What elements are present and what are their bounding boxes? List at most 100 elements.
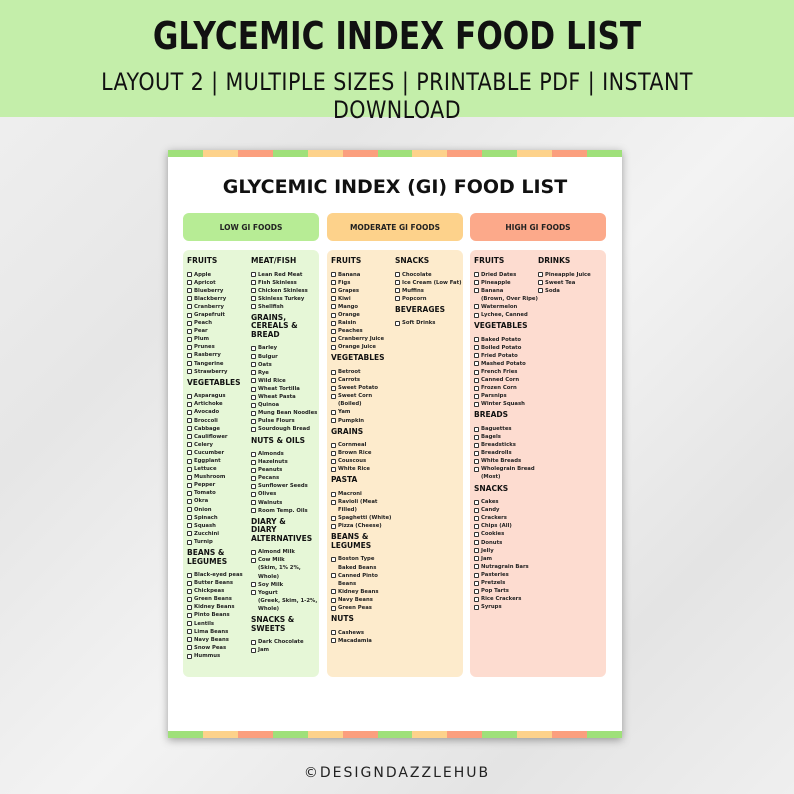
checkbox-icon[interactable] [474, 507, 479, 513]
checkbox-icon[interactable] [474, 377, 479, 383]
food-item[interactable]: Broccoli [187, 417, 251, 425]
food-item[interactable]: Lean Red Meat [251, 271, 319, 279]
checkbox-icon[interactable] [331, 320, 336, 326]
food-item[interactable]: Wheat Pasta [251, 393, 319, 401]
checkbox-icon[interactable] [251, 296, 256, 302]
food-item[interactable]: Jelly [474, 547, 538, 555]
food-item[interactable]: Kiwi [331, 295, 395, 303]
food-item[interactable]: Quinoa [251, 401, 319, 409]
food-item[interactable]: Peach [187, 319, 251, 327]
checkbox-icon[interactable] [251, 288, 256, 294]
food-item[interactable]: Mushroom [187, 473, 251, 481]
checkbox-icon[interactable] [187, 653, 192, 659]
checkbox-icon[interactable] [474, 369, 479, 375]
food-item[interactable]: Wholegrain Bread (Most) [474, 465, 538, 481]
food-item[interactable]: Chips (All) [474, 522, 538, 530]
food-item[interactable]: Turnip [187, 538, 251, 546]
checkbox-icon[interactable] [474, 556, 479, 562]
food-item[interactable]: Soy Milk [251, 581, 319, 589]
checkbox-icon[interactable] [395, 288, 400, 294]
checkbox-icon[interactable] [331, 597, 336, 603]
checkbox-icon[interactable] [187, 596, 192, 602]
checkbox-icon[interactable] [331, 410, 336, 415]
food-item[interactable]: Donuts [474, 539, 538, 547]
food-item[interactable]: Rice Crackers [474, 595, 538, 603]
food-item[interactable]: Hummus [187, 652, 251, 660]
checkbox-icon[interactable] [187, 539, 192, 545]
checkbox-icon[interactable] [331, 296, 336, 302]
checkbox-icon[interactable] [187, 637, 192, 643]
food-item[interactable]: Shellfish [251, 303, 319, 311]
food-item[interactable]: Cow Milk (Skim, 1% 2%, Whole) [251, 556, 319, 580]
food-item[interactable]: Hazelnuts [251, 458, 319, 466]
checkbox-icon[interactable] [331, 304, 336, 310]
checkbox-icon[interactable] [251, 639, 256, 645]
checkbox-icon[interactable] [331, 369, 336, 375]
checkbox-icon[interactable] [187, 621, 192, 627]
checkbox-icon[interactable] [331, 515, 336, 521]
food-item[interactable]: Olives [251, 490, 319, 498]
checkbox-icon[interactable] [331, 344, 336, 350]
checkbox-icon[interactable] [474, 280, 479, 286]
checkbox-icon[interactable] [474, 564, 479, 570]
food-item[interactable]: Breadrolls [474, 449, 538, 457]
checkbox-icon[interactable] [331, 638, 336, 644]
checkbox-icon[interactable] [187, 410, 192, 415]
food-item[interactable]: Butter Beans [187, 579, 251, 587]
food-item[interactable]: Chicken Skinless [251, 287, 319, 295]
checkbox-icon[interactable] [187, 613, 192, 619]
food-item[interactable]: Pineapple [474, 279, 538, 287]
checkbox-icon[interactable] [187, 401, 192, 407]
checkbox-icon[interactable] [474, 426, 479, 432]
food-item[interactable]: Green Beans [187, 595, 251, 603]
checkbox-icon[interactable] [331, 605, 336, 611]
food-item[interactable]: Navy Beans [331, 596, 395, 604]
food-item[interactable]: Tangerine [187, 360, 251, 368]
food-item[interactable]: Ice Cream (Low Fat) [395, 279, 463, 287]
food-item[interactable]: Cauliflower [187, 433, 251, 441]
food-item[interactable]: Frozen Corn [474, 384, 538, 392]
food-item[interactable]: Cakes [474, 498, 538, 506]
checkbox-icon[interactable] [474, 548, 479, 554]
checkbox-icon[interactable] [474, 361, 479, 367]
checkbox-icon[interactable] [331, 450, 336, 456]
checkbox-icon[interactable] [474, 515, 479, 521]
checkbox-icon[interactable] [395, 296, 400, 302]
checkbox-icon[interactable] [474, 532, 479, 538]
food-item[interactable]: Ravioli (Meat Filled) [331, 498, 395, 514]
food-item[interactable]: Chickpeas [187, 587, 251, 595]
checkbox-icon[interactable] [251, 280, 256, 286]
food-item[interactable]: French Fries [474, 368, 538, 376]
food-item[interactable]: Lychee, Canned [474, 311, 538, 319]
food-item[interactable]: Baked Potato [474, 336, 538, 344]
checkbox-icon[interactable] [251, 304, 256, 310]
checkbox-icon[interactable] [187, 280, 192, 286]
food-item[interactable]: Green Peas [331, 604, 395, 612]
checkbox-icon[interactable] [474, 450, 479, 456]
food-item[interactable]: Blueberry [187, 287, 251, 295]
checkbox-icon[interactable] [251, 451, 256, 457]
food-item[interactable]: Prunes [187, 343, 251, 351]
food-item[interactable]: Artichoke [187, 400, 251, 408]
food-item[interactable]: Mung Bean Noodles [251, 409, 319, 417]
food-item[interactable]: Wheat Tortilla [251, 385, 319, 393]
checkbox-icon[interactable] [187, 442, 192, 448]
checkbox-icon[interactable] [331, 499, 336, 505]
checkbox-icon[interactable] [187, 328, 192, 334]
checkbox-icon[interactable] [474, 353, 479, 359]
food-item[interactable]: Cookies [474, 530, 538, 538]
checkbox-icon[interactable] [251, 427, 256, 432]
checkbox-icon[interactable] [187, 353, 192, 359]
food-item[interactable]: Crackers [474, 514, 538, 522]
food-item[interactable]: Boston Type Baked Beans [331, 555, 395, 571]
food-item[interactable]: Blackberry [187, 295, 251, 303]
checkbox-icon[interactable] [251, 647, 256, 653]
food-item[interactable]: Skinless Turkey [251, 295, 319, 303]
checkbox-icon[interactable] [331, 418, 336, 424]
food-item[interactable]: Onion [187, 506, 251, 514]
checkbox-icon[interactable] [474, 466, 479, 472]
checkbox-icon[interactable] [251, 582, 256, 588]
food-item[interactable]: Zucchini [187, 530, 251, 538]
checkbox-icon[interactable] [251, 467, 256, 473]
food-item[interactable]: Fried Potato [474, 352, 538, 360]
